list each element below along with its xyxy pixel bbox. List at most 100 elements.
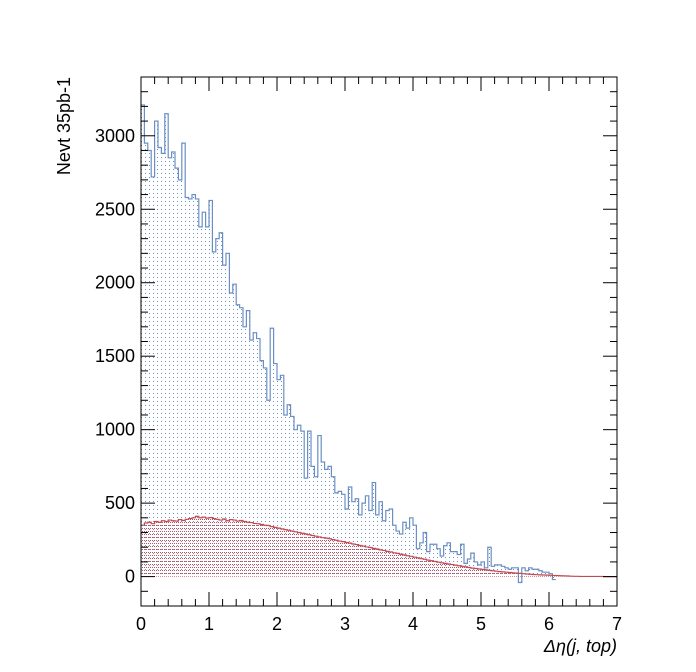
histogram-bin — [147, 522, 152, 577]
histogram-bin — [535, 569, 540, 577]
histogram-bin — [365, 495, 370, 577]
histogram-bin — [154, 121, 159, 577]
histogram-bin — [542, 574, 546, 577]
histogram-bin — [154, 521, 159, 577]
histogram-bin — [375, 548, 380, 577]
histogram-bin — [209, 517, 213, 577]
histogram-bin — [311, 535, 315, 577]
histogram-bin — [457, 565, 461, 577]
histogram-bin — [300, 431, 305, 577]
histogram-bin — [385, 551, 390, 577]
series-0 — [141, 104, 557, 584]
y-tick-label: 2500 — [95, 199, 135, 219]
histogram-bin — [406, 555, 410, 577]
histogram-bin — [317, 435, 322, 577]
histogram-bin — [545, 575, 550, 577]
histogram-bin — [270, 328, 274, 577]
series-outline — [141, 104, 556, 584]
histogram-bin — [433, 544, 438, 577]
histogram-bin — [321, 461, 325, 577]
series-1 — [141, 515, 617, 578]
histogram-bin — [413, 525, 417, 577]
histogram-bin — [229, 519, 234, 577]
histogram-bin — [168, 520, 172, 577]
histogram-bin — [389, 551, 393, 577]
histogram-bin — [311, 466, 315, 577]
histogram-bin — [362, 503, 366, 577]
histogram-bin — [161, 153, 166, 577]
histogram-bin — [549, 575, 553, 577]
histogram-bin — [243, 521, 247, 577]
histogram-bin — [484, 569, 489, 577]
histogram-bin — [334, 492, 339, 577]
histogram-bin — [443, 545, 448, 577]
histogram-bin — [324, 469, 329, 577]
histogram-bin — [188, 198, 193, 577]
histogram-bin — [300, 533, 305, 577]
histogram-bin — [260, 524, 264, 577]
histogram-bin — [382, 520, 387, 577]
histogram-bin — [164, 113, 169, 577]
histogram-bin — [535, 574, 540, 577]
histogram-bin — [440, 562, 444, 577]
y-tick-label: 1000 — [95, 420, 135, 440]
histogram-bin — [436, 562, 441, 577]
histogram-bin — [368, 547, 373, 577]
histogram-bin — [215, 238, 220, 577]
histogram-bin — [236, 304, 240, 577]
histogram-bin — [389, 509, 393, 577]
histogram-bin — [192, 194, 196, 577]
histogram-bin — [181, 143, 186, 577]
histogram-bin — [368, 510, 373, 577]
histogram-bin — [198, 517, 203, 577]
histogram-bin — [202, 517, 206, 577]
histogram-bin — [147, 150, 152, 577]
histogram-bin — [195, 516, 200, 577]
histogram-bin — [443, 563, 448, 577]
x-tick-label: 4 — [408, 614, 418, 634]
x-tick-label: 3 — [340, 614, 350, 634]
histogram-bin — [487, 547, 492, 577]
histogram-bin — [334, 540, 339, 577]
histogram-bin — [141, 104, 145, 577]
histogram-bin — [375, 514, 380, 577]
histogram-bin — [283, 414, 288, 577]
y-tick-label: 2000 — [95, 273, 135, 293]
histogram-bin — [266, 400, 271, 577]
histogram-bin — [256, 523, 261, 577]
x-tick-label: 1 — [204, 614, 214, 634]
histogram-bin — [392, 525, 397, 577]
histogram-bin — [151, 523, 155, 577]
histogram-bin — [178, 179, 183, 577]
y-tick-label: 500 — [105, 493, 135, 513]
histogram-bin — [358, 545, 363, 577]
histogram-bin — [402, 522, 407, 577]
histogram-bin — [338, 541, 342, 577]
histogram-bin — [158, 147, 162, 577]
histogram-bin — [379, 549, 383, 577]
histogram-bin — [416, 557, 421, 577]
histogram-bin — [402, 554, 407, 577]
histogram-bin — [294, 429, 298, 577]
histogram-bin — [430, 560, 434, 577]
histogram-bin — [396, 553, 400, 577]
histogram-bin — [249, 522, 254, 577]
histogram-bin — [185, 519, 189, 577]
histogram-bin — [209, 200, 213, 577]
histogram-bin — [229, 293, 234, 577]
histogram-bin — [280, 375, 285, 577]
histogram-bin — [409, 556, 414, 577]
histogram-bin — [266, 525, 271, 577]
histogram-bin — [195, 198, 200, 577]
histogram-bin — [528, 567, 533, 577]
histogram-bin — [447, 542, 451, 577]
histogram-bin — [198, 226, 203, 577]
histogram-bin — [141, 525, 145, 577]
histogram-bin — [518, 573, 523, 577]
histogram-bin — [477, 568, 482, 577]
histogram-bin — [487, 570, 492, 577]
histogram-bin — [212, 251, 217, 577]
histogram-bin — [273, 363, 278, 577]
histogram-bin — [341, 541, 346, 577]
